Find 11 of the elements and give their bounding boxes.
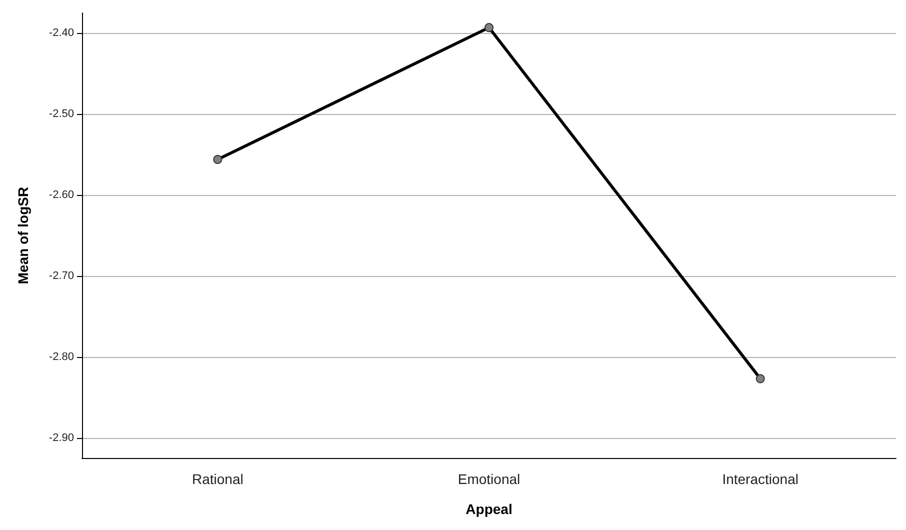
y-tick-label: -2.70 [48, 270, 74, 282]
y-tick-label: -2.40 [48, 27, 74, 40]
y-tick-label: -2.60 [48, 189, 74, 202]
x-tick-label: Emotional [458, 471, 520, 487]
y-tick-label: -2.80 [48, 350, 74, 363]
y-tick-label: -2.50 [48, 108, 74, 120]
x-axis-title: Appeal [466, 501, 512, 517]
y-axis-title: Mean of logSR [15, 186, 31, 284]
x-tick-label: Rational [192, 471, 244, 487]
y-tick-label: -2.90 [48, 432, 74, 444]
x-tick-label: Interactional [722, 471, 798, 487]
